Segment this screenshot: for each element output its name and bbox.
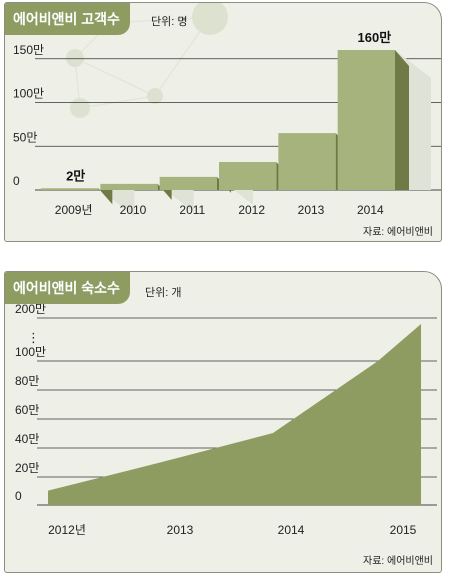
network-link (79, 95, 156, 109)
x-tick-label: 2009년 (55, 203, 93, 217)
customers-chart-source: 자료: 에어비앤비 (363, 227, 433, 238)
bar-side (98, 188, 113, 205)
y-tick-label: 100만 (15, 345, 46, 359)
y-tick-label: 40만 (15, 432, 39, 446)
data-label: 160만 (358, 30, 392, 45)
bar-group (337, 50, 431, 190)
bar-group (41, 188, 135, 217)
y-tick-label: 20만 (15, 461, 39, 475)
customers-chart-svg: 0 50만 100만 150만 2009년 2만 2010 2011 2012 2013 2014 1… (13, 3, 441, 217)
x-tick-label: 2014 (357, 203, 384, 217)
listings-chart-source: 자료: 에어비앤비 (363, 556, 433, 567)
network-link (74, 57, 156, 97)
listings-chart-title: 에어비앤비 숙소수 (5, 272, 130, 304)
network-node (147, 88, 163, 104)
customers-chart-title: 에어비앤비 고객수 (5, 3, 130, 35)
y-tick-label: 150만 (13, 43, 44, 57)
x-tick-label: 2011 (179, 203, 205, 217)
customers-chart-panel: 0 50만 100만 150만 2009년 2만 2010 2011 2012 2013 2014 1… (4, 2, 442, 242)
bar-side (395, 50, 409, 190)
x-tick-label: 2014 (278, 523, 305, 537)
bar (159, 176, 217, 190)
bar (337, 50, 395, 190)
y-tick-label: 100만 (13, 87, 44, 101)
x-tick-label: 2015 (390, 523, 417, 537)
bar (278, 133, 336, 190)
x-tick-label: 2013 (298, 203, 325, 217)
listings-chart-unit: 단위: 개 (145, 287, 182, 299)
network-node (192, 3, 228, 35)
bar (41, 188, 99, 190)
x-tick-label: 2012년 (48, 523, 86, 537)
y-tick-label: 60만 (15, 403, 39, 417)
x-tick-label: 2013 (167, 523, 194, 537)
listings-chart-panel: 0 20만 40만 60만 80만 100만 200만 ⋮ 2012년 2013 2014 2015 … (4, 271, 442, 573)
x-tick-label: 2012 (238, 203, 265, 217)
axis-break-marker: ⋮ (27, 330, 40, 345)
area-series (48, 324, 421, 505)
y-tick-label: 80만 (15, 374, 39, 388)
listings-chart-svg: 0 20만 40만 60만 80만 100만 200만 ⋮ 2012년 2013 2014 2015 (15, 302, 437, 537)
y-tick-label: 0 (13, 174, 20, 188)
bar (219, 162, 277, 190)
x-tick-label: 2010 (120, 203, 147, 217)
network-node (66, 49, 84, 67)
data-label: 2만 (66, 168, 85, 183)
y-tick-label: 0 (15, 489, 22, 503)
customers-chart-unit: 단위: 명 (151, 16, 188, 28)
y-tick-label: 50만 (13, 130, 37, 144)
y-tick-label: 200만 (15, 302, 46, 316)
bar (100, 183, 158, 190)
network-node (70, 98, 90, 118)
